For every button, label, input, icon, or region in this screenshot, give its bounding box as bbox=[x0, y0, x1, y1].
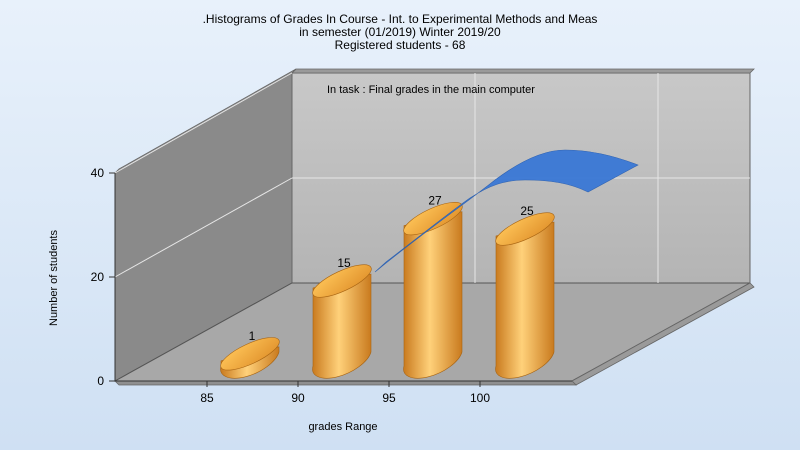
y-axis-title: Number of students bbox=[48, 230, 60, 326]
floor-front-edge bbox=[114, 380, 577, 386]
x-tick-label-2: 95 bbox=[382, 391, 396, 405]
y-tick-label-2: 40 bbox=[91, 166, 105, 180]
chart-title-line-3: Registered students - 68 bbox=[334, 38, 466, 52]
chart-annotation: In task : Final grades in the main compu… bbox=[327, 84, 535, 96]
chart-title-line-2: in semester (01/2019) Winter 2019/20 bbox=[299, 25, 501, 39]
x-tick-label-1: 90 bbox=[291, 391, 305, 405]
data-label-85: 1 bbox=[249, 329, 256, 343]
grid-line-y20-left bbox=[114, 177, 293, 278]
bar-cap-100 bbox=[495, 212, 555, 246]
bar-body-95 bbox=[403, 211, 463, 379]
x-tick-label-3: 100 bbox=[470, 391, 490, 405]
x-axis-title: grades Range bbox=[308, 421, 377, 433]
data-label-90: 15 bbox=[337, 256, 351, 270]
trend-ribbon bbox=[374, 149, 639, 273]
bar-body-90 bbox=[312, 273, 372, 379]
data-label-95: 27 bbox=[428, 194, 442, 208]
chart-title-line-1: .Histograms of Grades In Course - Int. t… bbox=[202, 12, 598, 26]
data-label-100: 25 bbox=[520, 204, 534, 218]
y-tick-label-0: 0 bbox=[97, 374, 104, 388]
grid-line-y40-left bbox=[114, 72, 293, 174]
back-wall-edge bbox=[291, 68, 755, 74]
bar-cap-85 bbox=[220, 337, 280, 371]
bar-body-100 bbox=[495, 221, 555, 379]
chart-marks: 0 20 40 85 90 95 100 1 15 27 25 bbox=[91, 149, 639, 405]
x-tick-label-0: 85 bbox=[200, 391, 214, 405]
grid-lines bbox=[114, 72, 750, 283]
y-tick-label-1: 20 bbox=[91, 270, 105, 284]
bar-cap-90 bbox=[312, 264, 372, 298]
